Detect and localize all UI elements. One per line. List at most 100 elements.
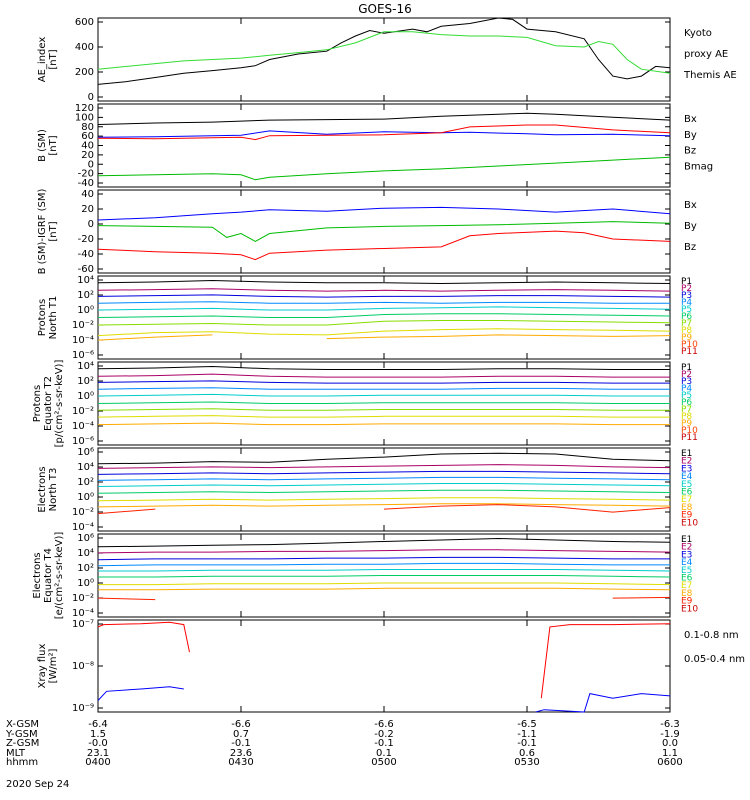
legend-entry: 0.05-0.4 nm <box>684 654 745 665</box>
series-line <box>97 130 671 138</box>
legend-entry: P1 <box>681 277 692 287</box>
series-line <box>97 422 670 426</box>
legend-entry: E9 <box>681 597 693 607</box>
y-axis-label-line: [nT] <box>48 221 59 241</box>
legend-entry: P5 <box>681 391 692 401</box>
legend-entry: P8 <box>681 326 692 336</box>
legend-entry: P3 <box>681 291 692 301</box>
y-tick-label: 10⁴ <box>77 361 94 372</box>
y-tick-label: 10⁻² <box>72 406 94 417</box>
y-tick-label: 0 <box>88 92 94 103</box>
y-axis-label: AE_index[nT] <box>37 37 59 83</box>
series-line <box>97 393 670 397</box>
y-tick-label: 10⁶ <box>77 533 94 544</box>
y-tick-label: -60 <box>78 264 94 275</box>
time-axis-value: 0.1 <box>376 748 392 759</box>
legend-entry: P3 <box>681 377 692 387</box>
time-axis-value: 23.6 <box>230 748 252 759</box>
y-axis-label-line: [W/m²] <box>48 648 59 683</box>
y-tick-label: 20 <box>81 204 94 215</box>
time-axis-value: -0.1 <box>374 738 394 749</box>
y-tick-label: -40 <box>78 249 94 260</box>
y-axis-label-line: Equator T4 <box>43 548 54 603</box>
legend-entry: P2 <box>681 370 692 380</box>
y-tick-label: 10⁶ <box>77 447 94 458</box>
y-axis-label-line: Electrons <box>37 466 48 512</box>
time-axis-row-label: MLT <box>6 748 26 759</box>
y-axis-label-line: [nT] <box>48 49 59 69</box>
y-tick-label: 0 <box>88 219 94 230</box>
time-axis-value: 0.7 <box>233 729 249 740</box>
panel-frame <box>97 17 671 102</box>
legend-entry: P7 <box>681 405 692 415</box>
y-tick-label: 40 <box>81 189 94 200</box>
legend-entry: E6 <box>681 574 693 584</box>
time-axis-value: -0.0 <box>88 738 108 749</box>
legend-entry: P9 <box>681 333 692 343</box>
series-line <box>97 497 671 502</box>
series-line <box>97 328 671 337</box>
series-line <box>97 483 671 487</box>
y-tick-label: 10⁰ <box>77 391 94 402</box>
series-line <box>97 221 671 242</box>
panel-frame <box>97 447 671 532</box>
series-line <box>97 306 671 311</box>
series-line <box>98 587 671 591</box>
time-axis-value: -6.3 <box>660 719 680 730</box>
time-axis-value: -1.1 <box>517 729 537 740</box>
y-axis-label-line: Xray flux <box>37 644 48 689</box>
y-axis-label-line: [p/(cm²-s-sr-keV)] <box>54 360 65 448</box>
y-tick-label: 10⁴ <box>77 548 94 559</box>
y-axis-label-line: Protons <box>37 299 48 336</box>
series-line <box>97 504 671 515</box>
series-line <box>97 17 671 85</box>
y-tick-label: 10⁻⁴ <box>72 608 94 619</box>
y-tick-label: 10⁻⁹ <box>72 703 94 714</box>
series-line <box>97 156 671 181</box>
legend-entry: P1 <box>681 363 692 373</box>
legend-entry: E1 <box>681 535 692 545</box>
series-line <box>97 320 671 326</box>
y-axis-label-line: Equator T2 <box>43 376 54 431</box>
series-line <box>97 503 671 508</box>
y-tick-label: 10⁻⁴ <box>72 335 94 346</box>
series-line <box>97 556 670 561</box>
y-tick-label: 200 <box>75 67 94 78</box>
time-axis-value: 1.5 <box>90 729 106 740</box>
legend-entry: P10 <box>681 340 698 350</box>
y-tick-label: 10⁻⁴ <box>72 522 94 533</box>
y-tick-label: 10² <box>77 290 94 301</box>
series-group-pe <box>97 365 670 426</box>
time-axis-value: -1.9 <box>660 729 680 740</box>
y-tick-label: 80 <box>81 122 94 133</box>
series-line <box>97 596 671 601</box>
series-line <box>97 380 670 384</box>
date-label: 2020 Sep 24 <box>6 779 69 790</box>
y-tick-label: 10⁻² <box>72 593 94 604</box>
time-axis-value: -6.4 <box>88 719 108 730</box>
y-tick-label: 10⁻² <box>72 320 94 331</box>
legend-entry: E2 <box>681 543 692 553</box>
series-group-bigrf <box>97 206 671 261</box>
series-group-pn <box>97 279 671 341</box>
y-tick-label: 0 <box>88 159 94 170</box>
y-axis-label-line: Electrons <box>32 552 43 598</box>
y-tick-label: 20 <box>81 150 94 161</box>
y-axis-label: ElectronsEquator T4[e/(cm²-s-sr-keV)] <box>32 532 65 620</box>
y-tick-label: -20 <box>78 169 94 180</box>
y-axis-label-line: Protons <box>32 385 43 422</box>
series-group-ae <box>97 17 671 85</box>
y-axis-label: ProtonsEquator T2[p/(cm²-s-sr-keV)] <box>32 360 65 448</box>
series-group-bsm <box>97 112 671 181</box>
y-tick-label: 120 <box>75 103 94 114</box>
y-tick-label: 10⁰ <box>77 578 94 589</box>
time-axis-row-label: hhmm <box>6 757 38 768</box>
series-line <box>97 31 671 74</box>
legend-entry: 0.1-0.8 nm <box>684 630 739 641</box>
legend-entry: P5 <box>681 305 692 315</box>
legend-entry: Themis AE <box>683 70 737 81</box>
series-group-en <box>97 452 671 515</box>
series-line <box>98 569 671 572</box>
series-line <box>97 401 670 404</box>
